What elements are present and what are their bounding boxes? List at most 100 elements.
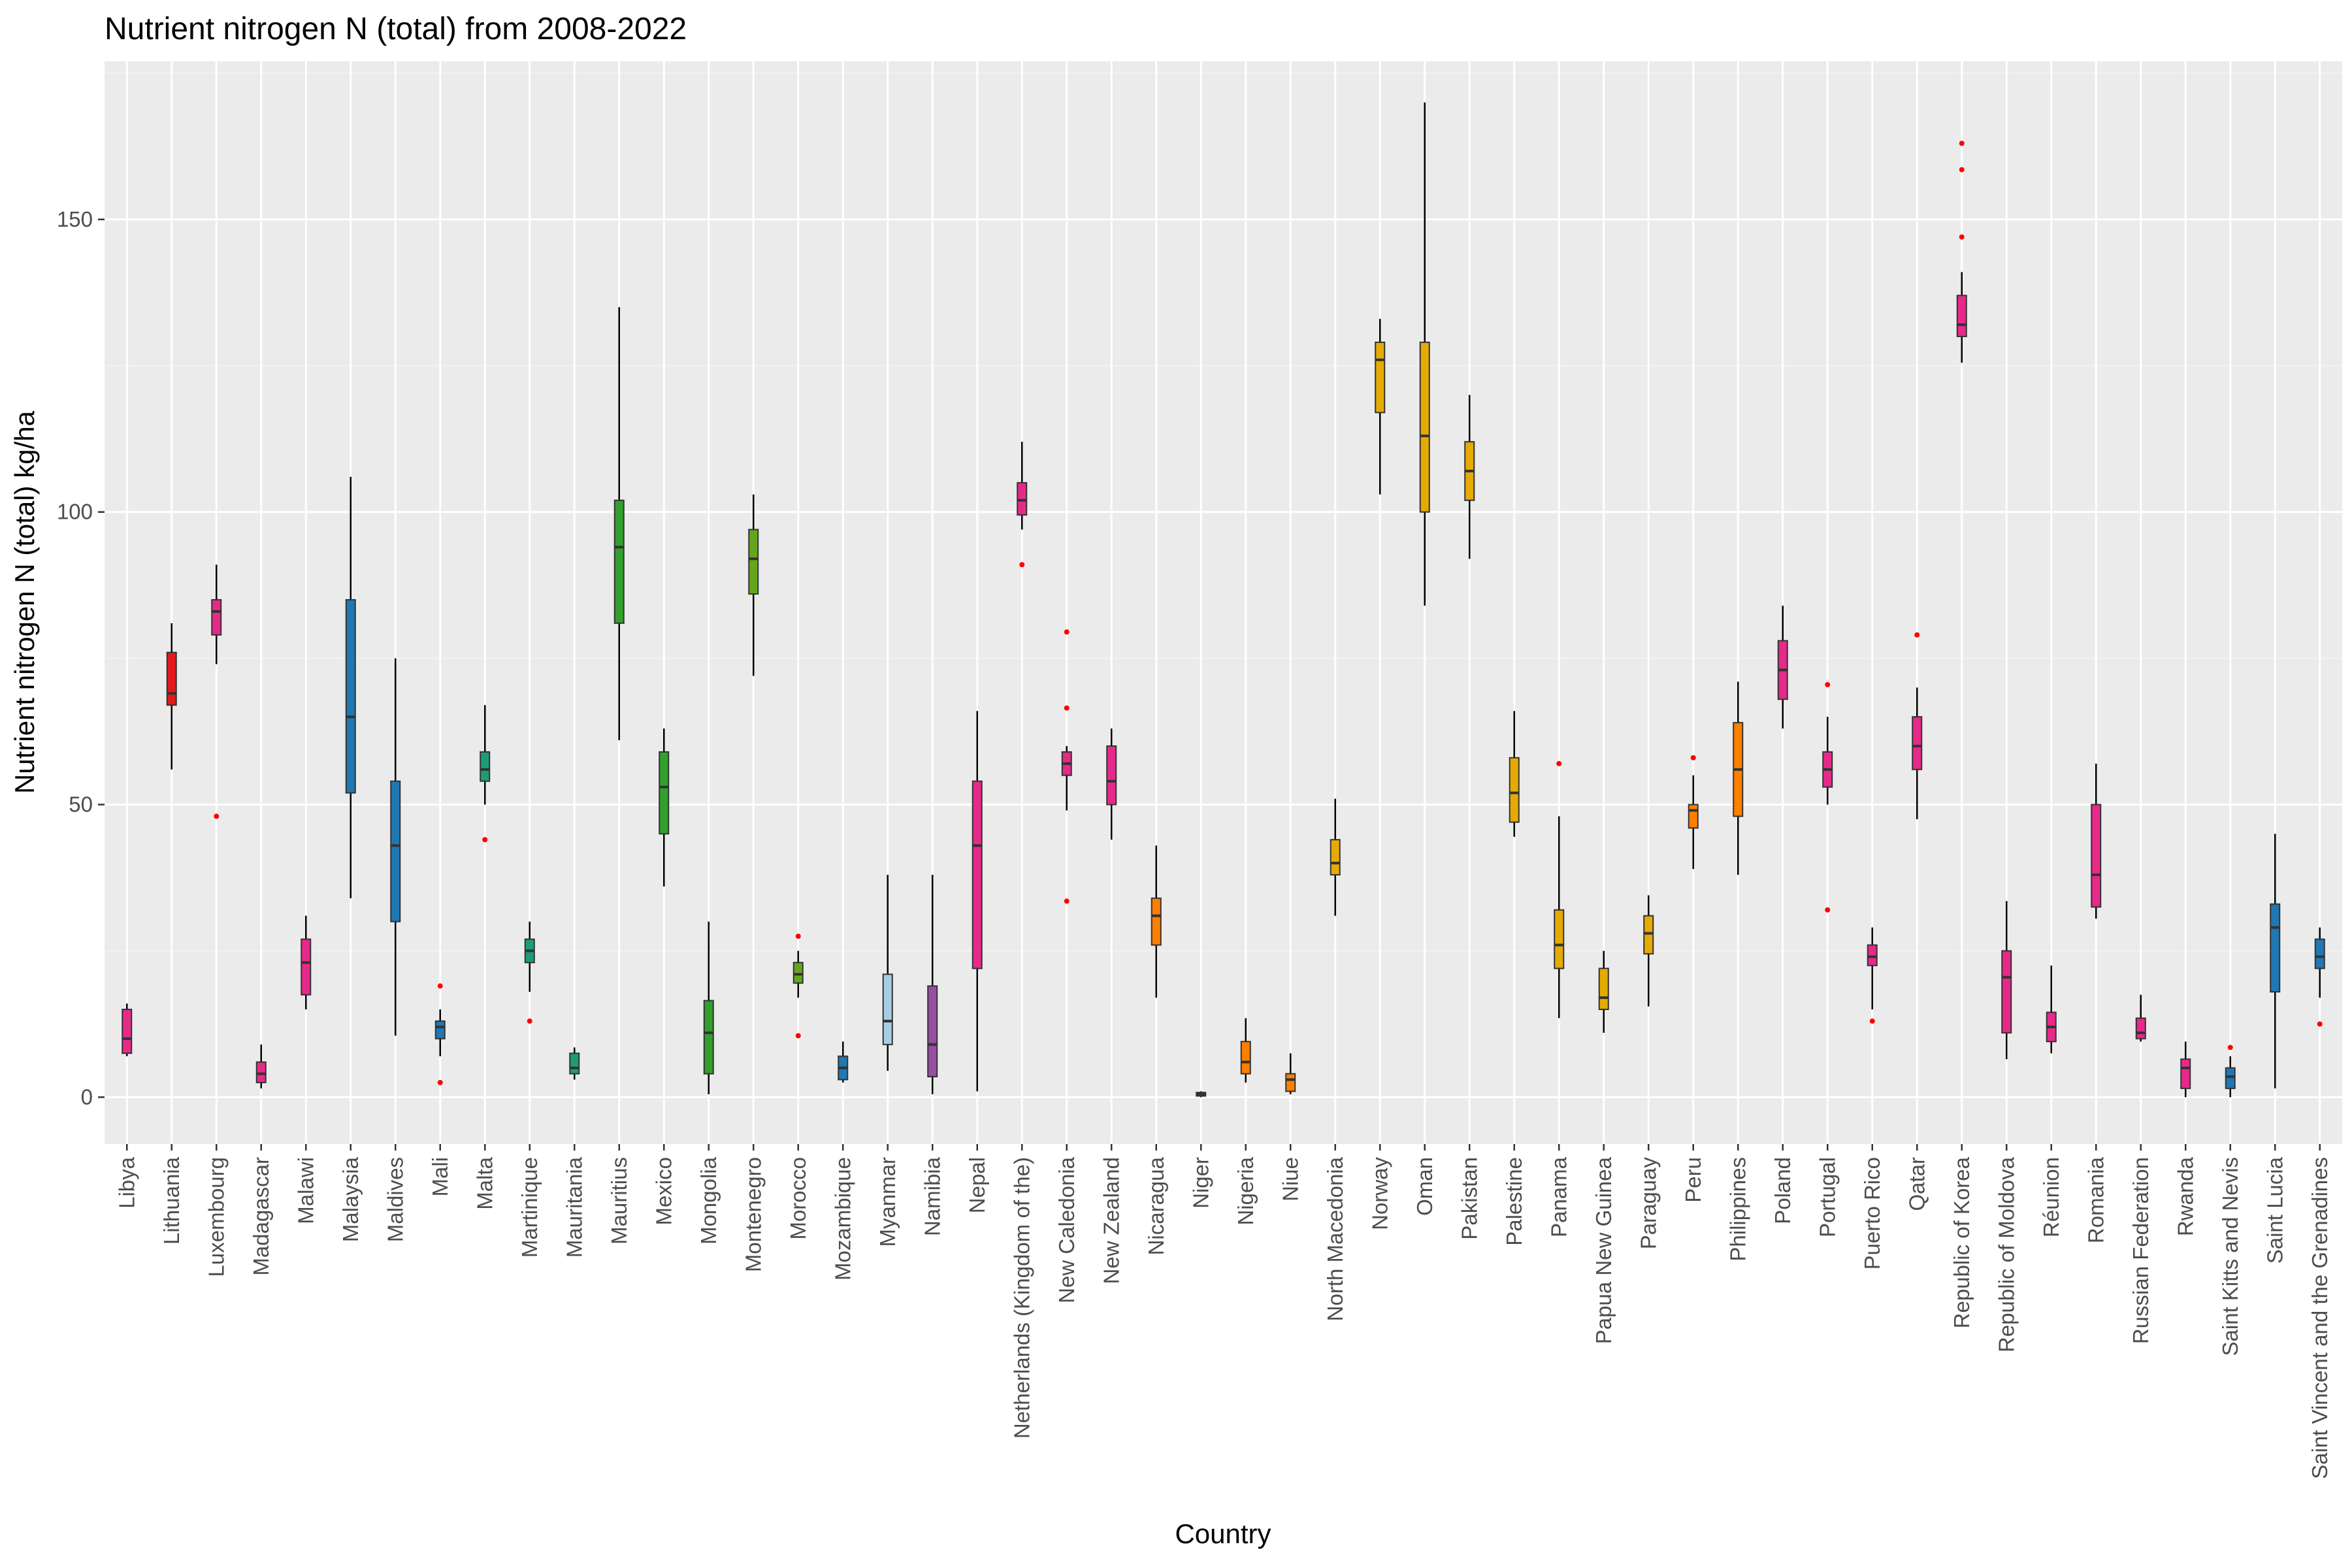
box-iqr xyxy=(613,499,625,624)
box-outlier xyxy=(1959,234,1965,240)
box-outlier xyxy=(795,934,801,939)
box-luxembourg xyxy=(211,564,222,819)
x-tick-label: Puerto Rico xyxy=(1860,1157,1884,1269)
box-iqr xyxy=(748,529,759,595)
x-tick-label: Libya xyxy=(114,1156,139,1209)
box-outlier xyxy=(2227,1045,2233,1051)
box-philippines xyxy=(1733,681,1744,875)
box-iqr xyxy=(569,1053,580,1075)
box-nigeria xyxy=(1240,1018,1251,1083)
x-tick-label: Madagascar xyxy=(249,1157,273,1276)
box-niue xyxy=(1285,1053,1296,1094)
x-tick-label: New Zealand xyxy=(1099,1157,1123,1284)
x-tick-label: Malaysia xyxy=(338,1156,363,1242)
box-martinique xyxy=(524,921,535,1024)
box-mali xyxy=(434,983,446,1085)
box-maldives xyxy=(390,658,401,1036)
box-iqr xyxy=(882,973,893,1045)
box-romania xyxy=(2091,763,2102,919)
box-outlier xyxy=(1690,755,1696,760)
x-tick-label: Mauritius xyxy=(607,1157,631,1245)
box-libya xyxy=(122,1004,133,1056)
box-iqr xyxy=(1956,295,1967,337)
chart-title: Nutrient nitrogen N (total) from 2008-20… xyxy=(105,12,687,46)
box-outlier xyxy=(1019,562,1025,568)
box-iqr xyxy=(2270,903,2281,993)
x-tick-label: Saint Lucia xyxy=(2262,1156,2287,1264)
box-new-zealand xyxy=(1106,728,1117,840)
box-palestine xyxy=(1509,711,1520,837)
x-tick-label: Malta xyxy=(472,1156,497,1209)
x-tick-label: Nicaragua xyxy=(1144,1156,1168,1255)
box-saint-kitts-and-nevis xyxy=(2225,1045,2236,1098)
x-tick-label: Papua New Guinea xyxy=(1592,1156,1616,1344)
box-iqr xyxy=(659,751,670,835)
box-iqr xyxy=(1554,909,1565,970)
box-oman xyxy=(1419,102,1430,606)
box-mauritania xyxy=(569,1047,580,1080)
x-tick-label: Mozambique xyxy=(830,1157,855,1281)
x-tick-label: Oman xyxy=(1413,1157,1437,1216)
box-outlier xyxy=(482,837,488,843)
box-outlier xyxy=(1825,681,1831,687)
box-r-union xyxy=(2046,965,2057,1054)
box-madagascar xyxy=(255,1044,267,1088)
x-tick-label: Morocco xyxy=(786,1157,810,1240)
box-iqr xyxy=(1375,341,1386,414)
box-niger xyxy=(1196,1091,1207,1098)
box-outlier xyxy=(1825,907,1831,913)
x-tick-label: Netherlands (Kingdom of the) xyxy=(1009,1157,1034,1439)
box-lithuania xyxy=(166,623,177,770)
box-myanmar xyxy=(882,874,893,1071)
x-tick-label: Mongolia xyxy=(696,1156,721,1245)
box-malawi xyxy=(301,915,312,1009)
x-tick-label: Nepal xyxy=(965,1157,989,1213)
box-iqr xyxy=(1330,839,1341,875)
x-tick-label: Malawi xyxy=(293,1157,318,1224)
box-montenegro xyxy=(748,494,759,676)
x-tick-label: Mali xyxy=(428,1157,452,1197)
x-tick-label: Réunion xyxy=(2039,1157,2063,1237)
x-tick-label: Philippines xyxy=(1725,1157,1750,1262)
box-outlier xyxy=(527,1018,532,1024)
x-tick-label: Saint Kitts and Nevis xyxy=(2218,1157,2242,1356)
y-tick-label: 50 xyxy=(69,792,93,817)
box-iqr xyxy=(1419,341,1430,513)
x-tick-label: Luxembourg xyxy=(204,1157,228,1277)
x-axis-title: Country xyxy=(1175,1518,1271,1549)
y-tick-label: 150 xyxy=(57,207,93,231)
box-iqr xyxy=(1643,915,1654,955)
x-tick-label: Martinique xyxy=(517,1157,542,1258)
box-qatar xyxy=(1912,632,1923,819)
x-tick-label: Niue xyxy=(1278,1157,1302,1201)
box-outlier xyxy=(1064,629,1070,635)
box-outlier xyxy=(1914,632,1920,638)
box-iqr xyxy=(255,1061,267,1083)
x-tick-label: Niger xyxy=(1188,1157,1213,1209)
box-nepal xyxy=(972,711,983,1092)
box-iqr xyxy=(1240,1041,1251,1075)
box-russian-federation xyxy=(2135,994,2146,1042)
box-iqr xyxy=(1285,1073,1296,1092)
box-new-caledonia xyxy=(1061,629,1072,904)
x-tick-label: Paraguay xyxy=(1636,1157,1660,1250)
x-tick-label: Palestine xyxy=(1502,1157,1526,1246)
box-north-macedonia xyxy=(1330,798,1341,916)
grid-lines xyxy=(105,61,2342,1144)
box-outlier xyxy=(795,1033,801,1039)
box-outlier xyxy=(1869,1018,1875,1024)
box-iqr xyxy=(972,780,983,970)
box-outlier xyxy=(214,813,220,819)
x-tick-label: Mauritania xyxy=(562,1156,586,1258)
box-iqr xyxy=(1017,482,1028,516)
box-iqr xyxy=(122,1008,133,1054)
box-iqr xyxy=(2314,938,2325,970)
box-iqr xyxy=(301,938,312,996)
box-iqr xyxy=(703,1000,714,1075)
box-malta xyxy=(480,705,491,843)
box-saint-vincent-and-the-grenadines xyxy=(2314,927,2325,1027)
x-tick-label: Maldives xyxy=(383,1157,407,1242)
box-iqr xyxy=(2180,1058,2191,1089)
box-namibia xyxy=(927,874,938,1094)
